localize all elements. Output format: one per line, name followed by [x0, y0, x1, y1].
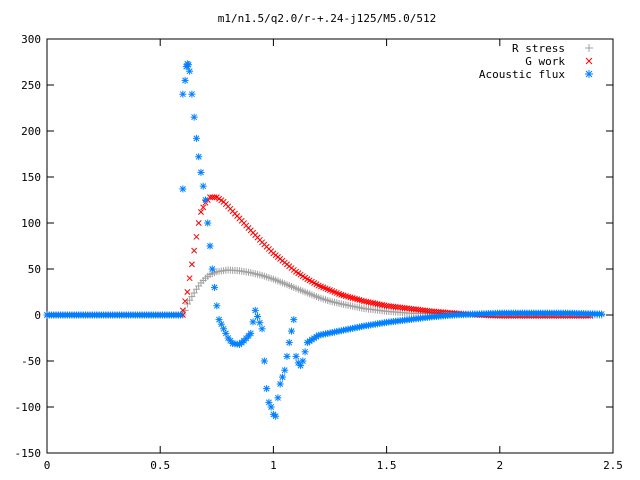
- data-point: [195, 220, 202, 226]
- data-point: [184, 289, 191, 295]
- data-point: [251, 306, 259, 314]
- legend-label: Acoustic flux: [479, 68, 565, 81]
- x-axis: 0 0.5 1 1.5 2 2.5: [44, 39, 623, 472]
- data-point: [247, 329, 255, 337]
- y-tick-label: 100: [21, 217, 41, 230]
- data-point: [292, 352, 300, 360]
- data-point: [185, 61, 192, 69]
- data-point: [281, 366, 289, 374]
- data-point: [186, 67, 194, 75]
- data-point: [598, 310, 606, 318]
- legend-marker: [585, 57, 593, 65]
- data-point: [376, 301, 383, 308]
- data-point: [276, 380, 284, 388]
- data-point: [263, 385, 271, 393]
- data-point: [182, 298, 189, 305]
- data-point: [381, 302, 388, 309]
- data-point: [288, 327, 296, 335]
- data-point: [188, 90, 196, 98]
- data-point: [195, 153, 203, 161]
- y-tick-label: 0: [34, 309, 41, 322]
- data-point: [191, 247, 198, 254]
- data-point: [188, 293, 196, 301]
- data-point: [179, 185, 187, 193]
- data-point: [370, 300, 376, 307]
- data-point: [207, 194, 213, 201]
- data-point: [186, 296, 194, 304]
- data-point: [208, 265, 216, 273]
- y-axis: -150 -100 -50 0 50 100 150 200 250 300: [15, 33, 613, 460]
- data-point: [365, 299, 372, 306]
- data-point: [179, 90, 187, 98]
- data-point: [204, 219, 212, 227]
- data-point: [177, 311, 185, 319]
- data-point: [190, 113, 198, 121]
- data-point: [197, 208, 204, 215]
- x-tick-label: 1.5: [377, 459, 397, 472]
- plot-frame: [46, 38, 614, 454]
- data-point: [272, 412, 280, 420]
- y-tick-label: 250: [21, 79, 41, 92]
- data-point: [200, 204, 207, 211]
- data-point: [201, 196, 209, 204]
- legend-label: R stress: [512, 42, 565, 55]
- y-tick-label: -150: [15, 447, 42, 460]
- data-point: [274, 394, 282, 402]
- data-point: [374, 300, 381, 307]
- data-point: [301, 348, 309, 356]
- data-point: [299, 357, 307, 365]
- y-tick-label: -50: [21, 355, 41, 368]
- legend-marker: [585, 44, 593, 52]
- x-tick-label: 2: [496, 459, 503, 472]
- data-point: [199, 182, 207, 190]
- data-point: [186, 275, 193, 282]
- chart-title: m1/n1.5/q2.0/r-+.24-j125/M5.0/512: [218, 12, 437, 25]
- y-tick-label: 200: [21, 125, 41, 138]
- data-point: [181, 76, 189, 84]
- data-point: [211, 194, 218, 201]
- legend-marker: [585, 70, 593, 78]
- data-point: [260, 357, 268, 365]
- data-point: [254, 313, 262, 321]
- data-point: [290, 316, 298, 324]
- data-point: [256, 319, 264, 327]
- y-tick-label: 150: [21, 171, 41, 184]
- data-point: [283, 352, 291, 360]
- data-point: [197, 168, 205, 176]
- data-point: [360, 298, 367, 305]
- data-point: [372, 300, 379, 307]
- x-tick-label: 0: [44, 459, 51, 472]
- plot-area: [43, 60, 606, 420]
- data-point: [367, 299, 374, 306]
- data-point: [278, 373, 286, 381]
- data-point: [211, 283, 219, 291]
- data-point: [190, 289, 198, 297]
- data-point: [188, 261, 195, 268]
- data-point: [209, 194, 216, 201]
- data-point: [363, 298, 370, 305]
- x-tick-label: 0.5: [150, 459, 170, 472]
- data-point: [179, 307, 186, 314]
- data-point: [192, 134, 200, 142]
- series-acoustic-flux: [43, 60, 606, 420]
- data-point: [285, 339, 293, 347]
- x-tick-label: 2.5: [603, 459, 623, 472]
- y-tick-label: -100: [15, 401, 42, 414]
- data-point: [249, 318, 257, 326]
- data-point: [379, 301, 386, 308]
- data-point: [267, 403, 275, 411]
- data-point: [213, 302, 221, 310]
- data-point: [206, 242, 214, 250]
- y-tick-label: 50: [28, 263, 41, 276]
- data-point: [258, 325, 266, 333]
- data-point: [193, 233, 200, 240]
- y-tick-label: 300: [21, 33, 41, 46]
- legend-label: G work: [525, 55, 565, 68]
- x-tick-label: 1: [270, 459, 277, 472]
